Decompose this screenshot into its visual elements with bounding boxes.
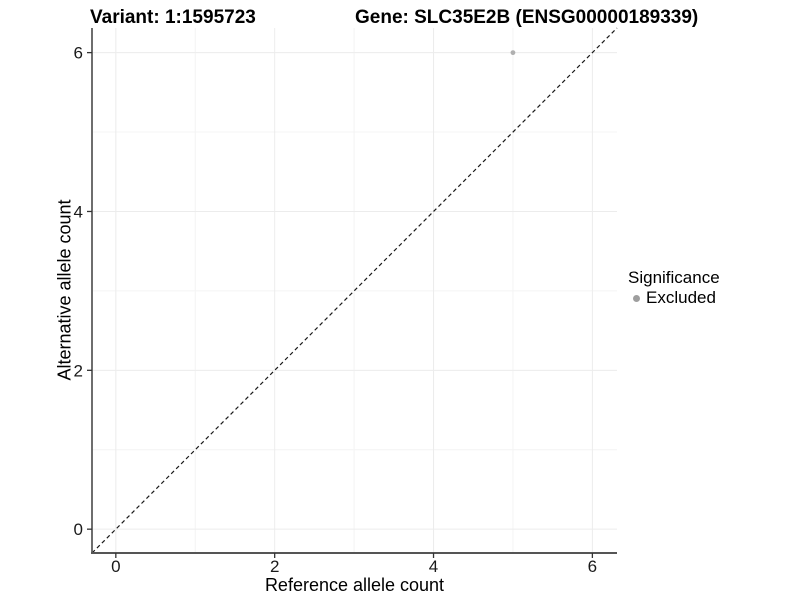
- x-tick-label: 4: [429, 557, 438, 576]
- y-tick-label: 6: [74, 44, 83, 63]
- identity-dashed-line: [91, 27, 618, 554]
- x-tick-label: 2: [270, 557, 279, 576]
- gene-title: Gene: SLC35E2B (ENSG00000189339): [355, 7, 699, 28]
- legend: Significance Excluded: [628, 268, 720, 308]
- x-axis-label: Reference allele count: [264, 575, 445, 595]
- legend-item-label: Excluded: [646, 288, 716, 307]
- y-tick-label: 0: [74, 520, 83, 539]
- y-axis-label: Alternative allele count: [54, 199, 75, 381]
- legend-item-excluded: Excluded: [628, 288, 720, 308]
- x-tick-label: 0: [111, 557, 120, 576]
- y-tick-label: 4: [74, 202, 83, 221]
- variant-title: Variant: 1:1595723: [90, 7, 256, 28]
- data-point: [510, 50, 516, 56]
- x-tick-label: 6: [588, 557, 597, 576]
- y-tick-label: 2: [74, 361, 83, 380]
- legend-title: Significance: [628, 268, 720, 287]
- legend-key-dot-icon: [633, 294, 640, 302]
